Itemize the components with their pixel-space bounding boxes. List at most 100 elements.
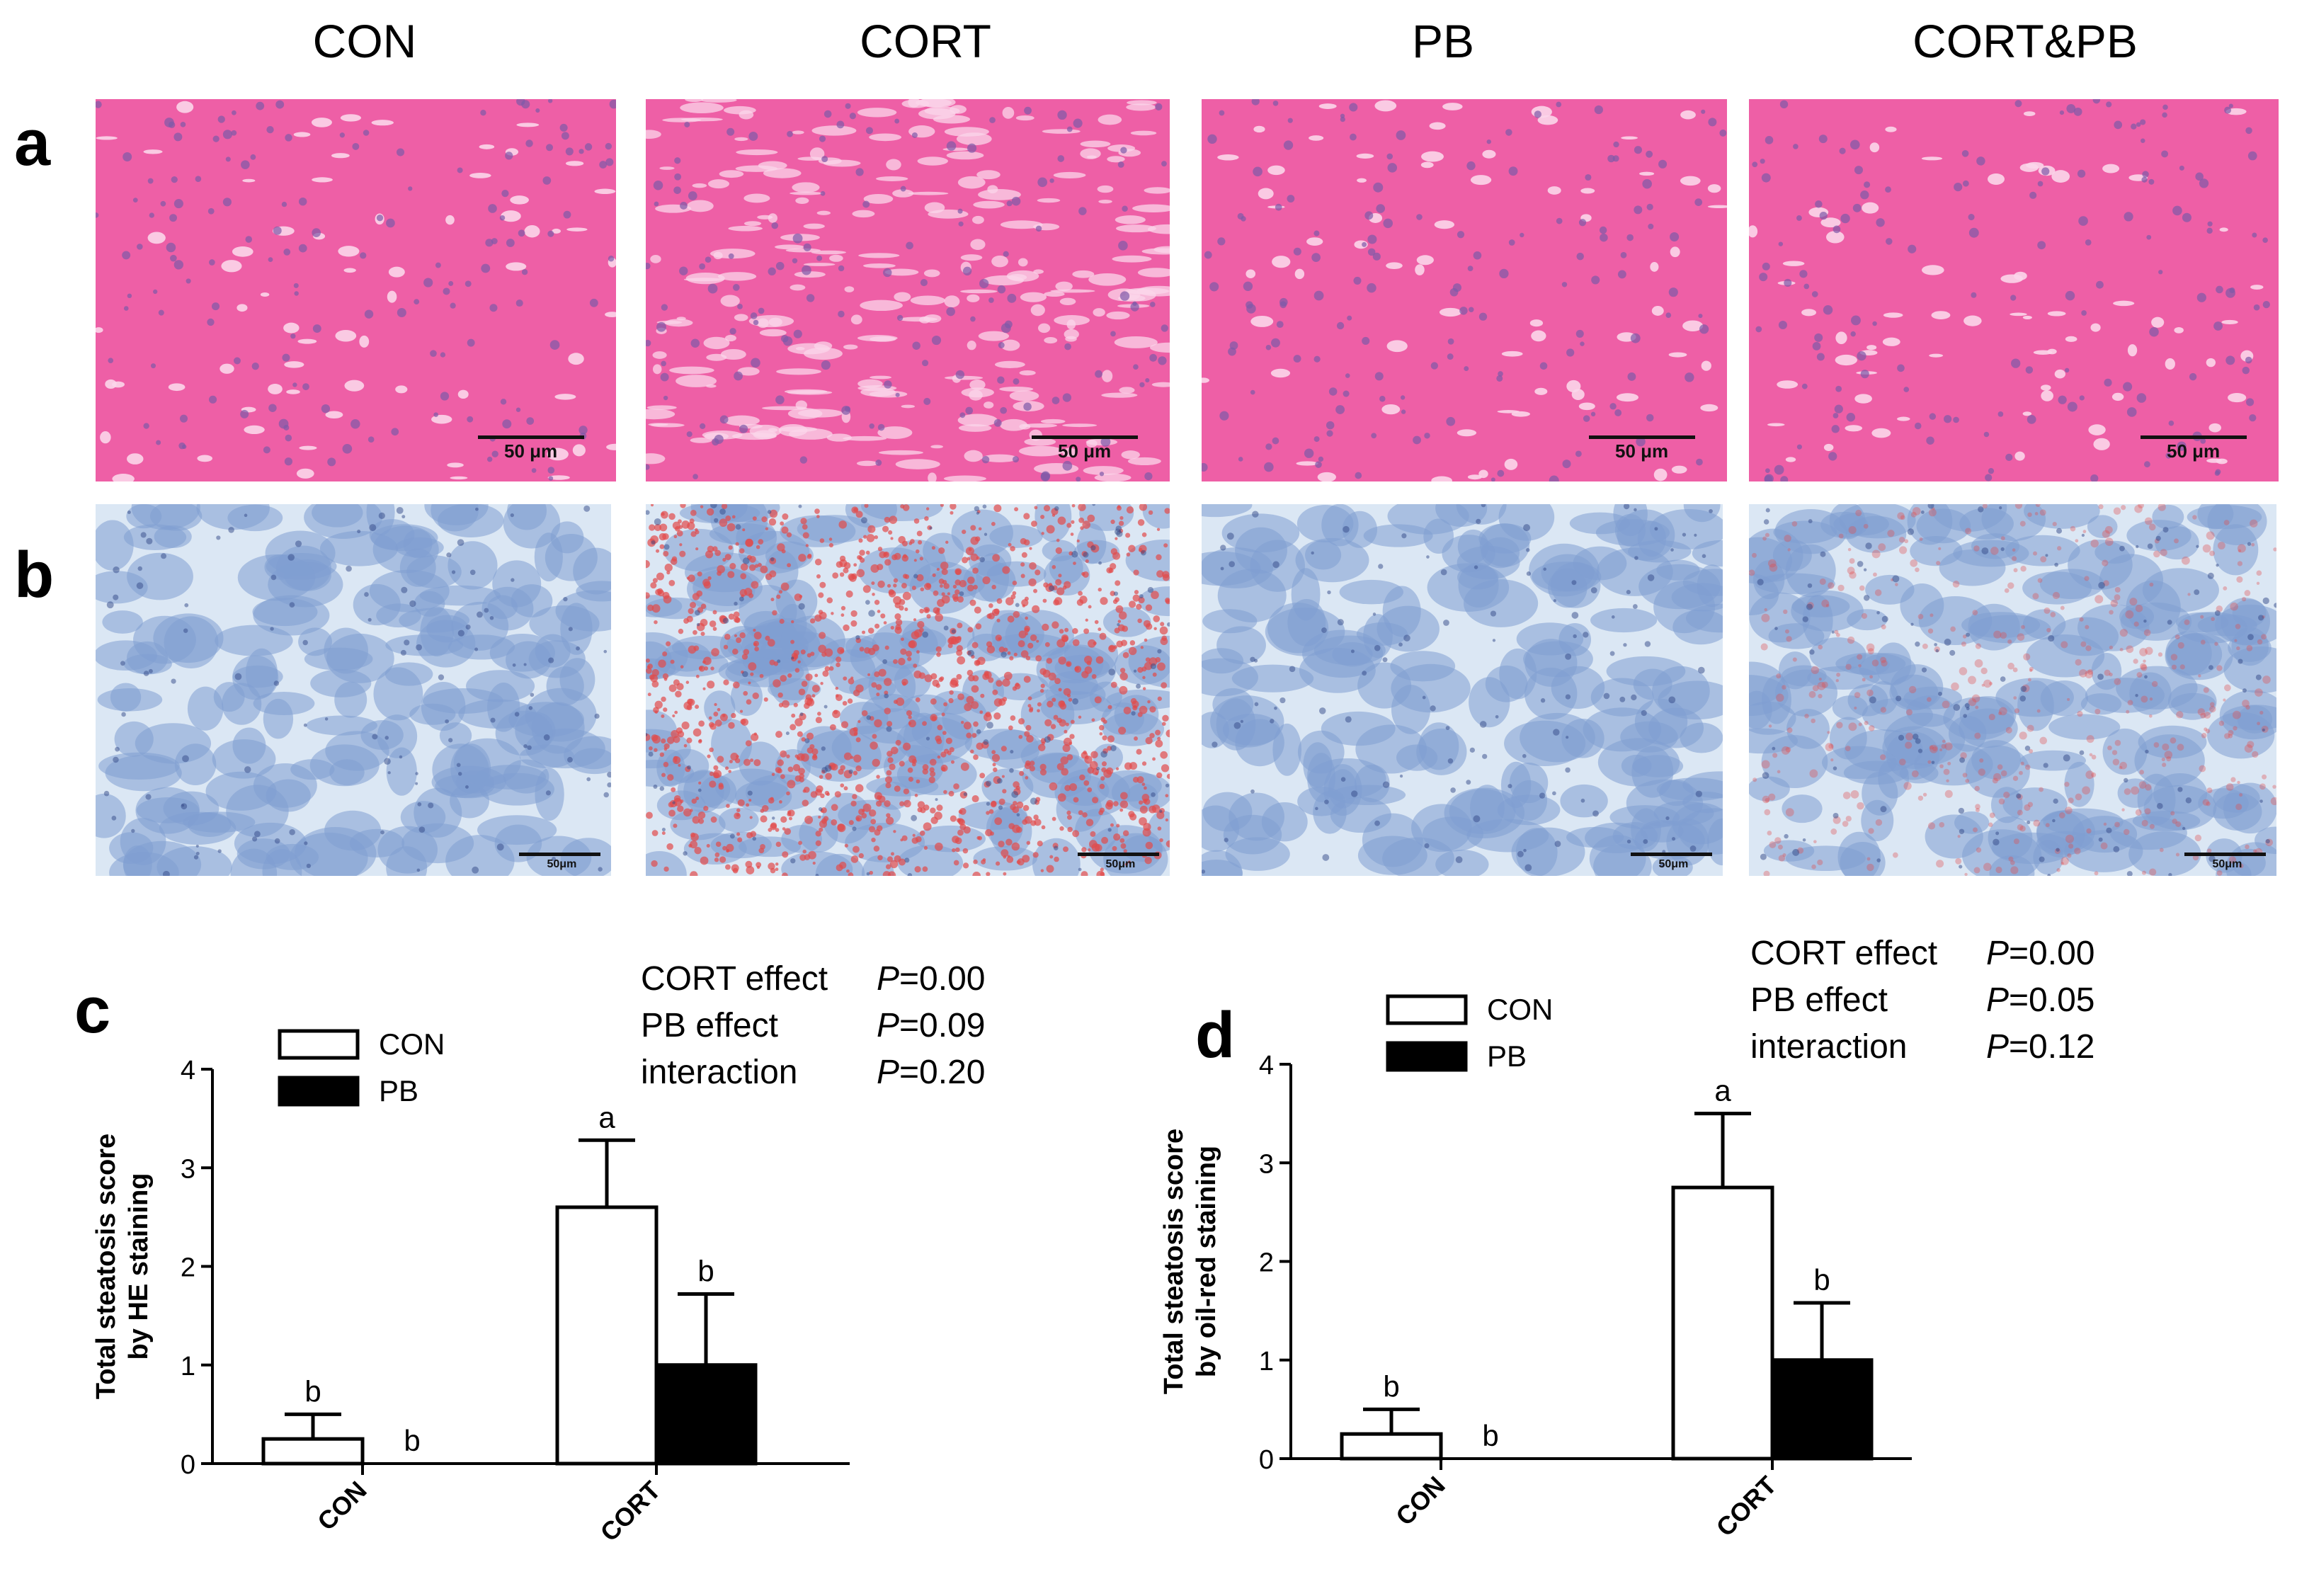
significance-letter: b (697, 1254, 714, 1287)
stat-effect-label: CORT effect (1750, 935, 1937, 972)
bar-con-con (1340, 1432, 1443, 1461)
stat-p-symbol: P (877, 1054, 899, 1091)
scale-bar-label: 50μm (2212, 858, 2242, 870)
x-tick-label-cort: CORT (1711, 1471, 1782, 1542)
scale-bar (519, 853, 600, 856)
panel-label-d: d (1195, 999, 1236, 1071)
bar-con-con (261, 1437, 365, 1466)
micrograph-a-pb: 50 μm (1202, 99, 1727, 481)
stat-effect-label: CORT effect (641, 960, 828, 998)
x-tick-label-con: CON (1390, 1471, 1451, 1532)
y-axis-label-line-2: by oil-red staining (1192, 1146, 1221, 1377)
micrograph-b-con: 50μm (96, 504, 611, 876)
scale-bar (478, 435, 584, 439)
micrograph-b-cort: 50μm (646, 504, 1170, 876)
y-tick-label: 1 (181, 1352, 195, 1381)
stat-p-value: P=0.05 (1986, 981, 2094, 1019)
legend-label-pb: PB (1487, 1039, 1527, 1073)
scale-bar-label: 50 μm (1615, 440, 1669, 462)
row-label-a: a (14, 107, 51, 179)
legend-label-con: CON (1487, 993, 1553, 1026)
significance-letter: b (404, 1424, 420, 1457)
significance-letter: a (598, 1100, 615, 1134)
bar-con-cort (555, 1205, 659, 1466)
legend-swatch-con (278, 1029, 360, 1060)
column-title-cort: CORT (860, 15, 991, 67)
y-tick-label: 0 (1259, 1445, 1274, 1475)
stat-p-value: P=0.00 (1986, 935, 2094, 972)
bar-chart-oil-red-staining: 0 1 2 3 4 Total steatosis score by oil-red sta… (1159, 935, 2094, 1542)
stat-p-symbol: P (1986, 1028, 2009, 1066)
stat-p-number: =0.05 (2009, 981, 2094, 1019)
y-tick-label: 0 (181, 1450, 195, 1480)
stat-p-symbol: P (1986, 981, 2009, 1019)
scale-bar (1631, 853, 1712, 856)
micrograph-a-con: 50 μm (96, 99, 616, 481)
bar-chart-he-staining: 0 1 2 3 4 Total steatosis score by HE staining… (91, 960, 985, 1547)
y-tick-label: 2 (1259, 1248, 1274, 1278)
stat-p-number: =0.09 (899, 1007, 985, 1044)
x-tick-label-con: CON (312, 1476, 372, 1537)
legend-swatch-pb (278, 1076, 360, 1107)
column-title-cort-pb: CORT&PB (1913, 15, 2138, 67)
stat-p-value: P=0.20 (877, 1054, 985, 1091)
scale-bar (2141, 435, 2247, 439)
bar-con-cort (1671, 1185, 1774, 1461)
stat-p-symbol: P (877, 960, 899, 998)
y-axis-label: Total steatosis score by oil-red staining (1159, 1129, 1221, 1394)
scale-bar-label: 50 μm (504, 440, 558, 462)
column-title-pb: PB (1411, 15, 1475, 67)
scale-bar-label: 50 μm (1058, 440, 1112, 462)
stat-p-symbol: P (1986, 935, 2009, 972)
significance-letter: b (304, 1374, 321, 1408)
stat-effect-label: PB effect (1750, 981, 1888, 1019)
legend-swatch-con (1386, 994, 1468, 1025)
bar-pb-cort (1770, 1358, 1874, 1461)
y-axis-label-line-2: by HE staining (124, 1173, 154, 1360)
scale-bar (1078, 853, 1159, 856)
y-tick-label: 1 (1259, 1347, 1274, 1376)
stat-effect-label: interaction (641, 1054, 797, 1091)
y-tick-label: 3 (1259, 1149, 1274, 1179)
row-label-b: b (14, 539, 55, 611)
stat-effect-label: interaction (1750, 1028, 1907, 1066)
y-axis-label: Total steatosis score by HE staining (91, 1134, 154, 1399)
x-tick-label-cort: CORT (595, 1476, 666, 1547)
micrograph-a-cort: 50 μm (646, 99, 1170, 481)
micrograph-a-cort-pb: 50 μm (1749, 99, 2279, 481)
y-tick-label: 3 (181, 1154, 195, 1184)
significance-letter: b (1482, 1419, 1498, 1452)
stat-p-value: P=0.00 (877, 960, 985, 998)
stat-p-number: =0.20 (899, 1054, 985, 1091)
micrograph-b-cort-pb: 50μm (1749, 504, 2276, 876)
significance-letter: b (1813, 1263, 1830, 1296)
stat-p-number: =0.00 (2009, 935, 2094, 972)
y-tick-label: 4 (181, 1056, 195, 1085)
micrograph-b-pb: 50μm (1202, 504, 1723, 876)
stat-p-symbol: P (877, 1007, 899, 1044)
y-tick-label: 4 (1259, 1051, 1274, 1081)
bar-pb-cort (654, 1363, 758, 1466)
legend-label-con: CON (379, 1027, 445, 1061)
significance-letter: b (1383, 1369, 1399, 1403)
scale-bar (2184, 853, 2266, 856)
stat-effect-label: PB effect (641, 1007, 778, 1044)
y-axis-label-line-1: Total steatosis score (1159, 1129, 1189, 1394)
stat-p-value: P=0.09 (877, 1007, 985, 1044)
significance-letter: a (1714, 1074, 1731, 1107)
stat-p-value: P=0.12 (1986, 1028, 2094, 1066)
scale-bar-label: 50μm (1658, 858, 1689, 870)
scale-bar-label: 50μm (547, 858, 577, 870)
legend-swatch-pb (1386, 1041, 1468, 1072)
y-tick-label: 2 (181, 1253, 195, 1283)
scale-bar (1589, 435, 1695, 439)
panel-label-c: c (74, 974, 111, 1047)
legend-label-pb: PB (379, 1074, 418, 1107)
column-title-con: CON (312, 15, 417, 67)
scale-bar-label: 50 μm (2167, 440, 2221, 462)
scale-bar (1032, 435, 1138, 439)
stat-p-number: =0.00 (899, 960, 985, 998)
stat-p-number: =0.12 (2009, 1028, 2094, 1066)
scale-bar-label: 50μm (1105, 858, 1136, 870)
y-axis-label-line-1: Total steatosis score (91, 1134, 121, 1399)
